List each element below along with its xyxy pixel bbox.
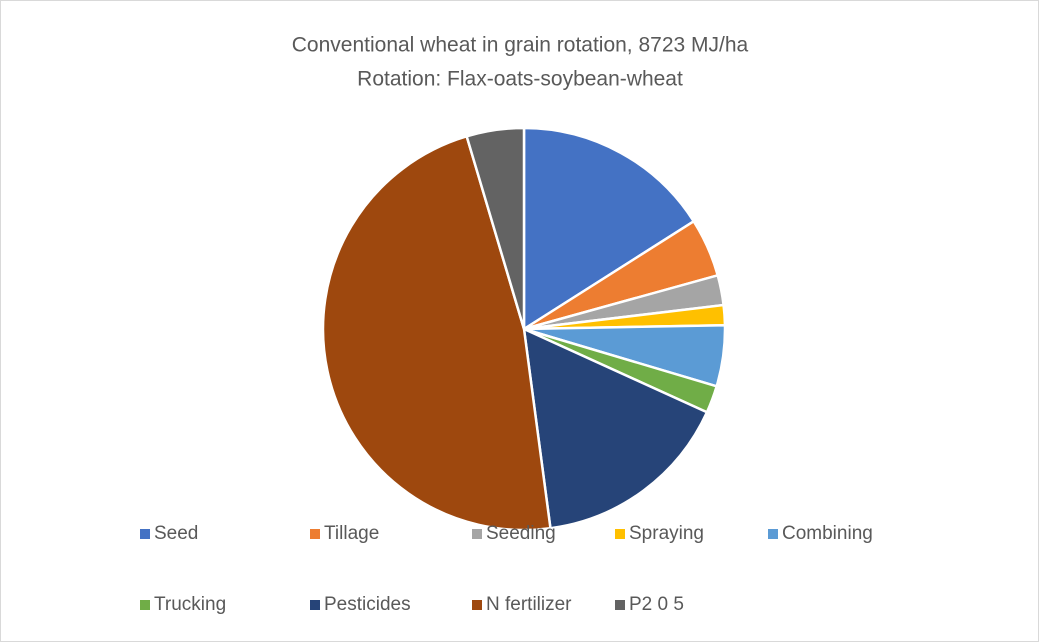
legend-marker (615, 600, 625, 610)
legend-label: Tillage (324, 523, 379, 544)
legend-label: Combining (782, 523, 873, 544)
legend-label: Seed (154, 523, 198, 544)
pie-slice (465, 126, 526, 330)
legend-marker (140, 529, 150, 539)
legend-label: Spraying (629, 523, 704, 544)
legend-marker (310, 600, 320, 610)
pie-slice (522, 126, 696, 332)
legend-label: P2 0 5 (629, 594, 684, 615)
legend-label: N fertilizer (486, 594, 572, 615)
legend-marker (310, 529, 320, 539)
legend-label: Pesticides (324, 594, 411, 615)
pie-slice (522, 326, 709, 530)
legend-marker (768, 529, 778, 539)
chart-title: Conventional wheat in grain rotation, 87… (292, 34, 749, 57)
legend-label: Trucking (154, 594, 226, 615)
pie-slice (321, 134, 552, 532)
chart-subtitle: Rotation: Flax-oats-soybean-wheat (357, 68, 683, 91)
legend-marker (472, 529, 482, 539)
legend-marker (472, 600, 482, 610)
legend-marker (140, 600, 150, 610)
legend-marker (615, 529, 625, 539)
legend-label: Seeding (486, 523, 556, 544)
